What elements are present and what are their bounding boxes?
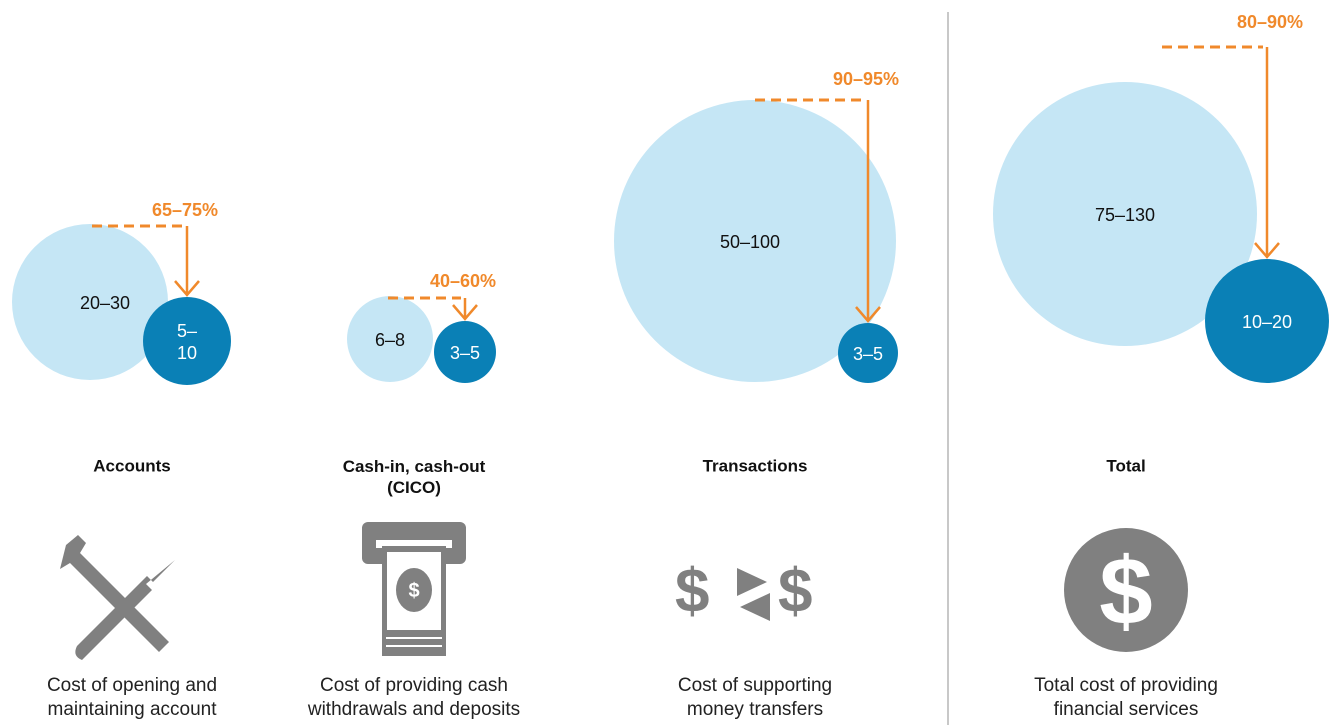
group-description: Cost of supporting money transfers [678, 674, 832, 722]
group-description-line: money transfers [686, 699, 824, 720]
reduction-label: 80–90% [1236, 12, 1304, 32]
tools-icon [60, 535, 183, 666]
after-label: 3–5 [449, 343, 481, 363]
before-label: 50–100 [719, 232, 781, 252]
arrow-head [1254, 242, 1280, 259]
svg-text:$: $ [778, 557, 812, 626]
before-circle [347, 296, 433, 382]
arrow-head [855, 306, 881, 323]
group-title-line: (CICO) [387, 478, 441, 497]
reduction-label: 40–60% [429, 271, 497, 291]
after-label: 10–20 [1241, 312, 1293, 332]
group-title: Transactions [703, 456, 808, 477]
before-label: 6–8 [374, 330, 406, 350]
svg-text:$: $ [408, 580, 419, 602]
group-description-line: Cost of providing cash [319, 675, 508, 696]
group-title: Total [1106, 456, 1145, 477]
arrow-head [452, 304, 478, 321]
group-title-line: Total [1106, 456, 1146, 476]
svg-text:$: $ [1099, 538, 1152, 645]
group-title-line: Transactions [702, 456, 808, 476]
group-description-line: Cost of supporting [677, 675, 833, 696]
arrow-head [174, 280, 200, 297]
transfer-icon: $ $ [675, 557, 812, 626]
group-description-line: financial services [1053, 699, 1199, 720]
cash-icon: $ [362, 522, 466, 656]
group-description-line: maintaining account [47, 699, 217, 720]
group-title: Accounts [93, 456, 170, 477]
before-label: 75–130 [1094, 205, 1156, 225]
after-circle [143, 297, 231, 385]
group-description: Cost of providing cash withdrawals and de… [308, 674, 520, 722]
group-description-line: Total cost of providing [1034, 675, 1218, 696]
group-title-line: Cash-in, cash-out [342, 457, 486, 476]
after-label: 5–10 [176, 321, 198, 363]
coin-icon: $ [1064, 528, 1188, 652]
before-circle [614, 100, 896, 382]
svg-text:$: $ [675, 557, 709, 626]
group-description: Cost of opening and maintaining account [47, 674, 217, 722]
after-circle [838, 323, 898, 383]
after-label: 3–5 [852, 344, 884, 364]
group-description-line: Cost of opening and [46, 675, 218, 696]
group-title-line: Accounts [93, 456, 171, 476]
before-label: 20–30 [79, 293, 131, 313]
before-circle [993, 82, 1257, 346]
after-circle [1205, 259, 1329, 383]
reduction-label: 90–95% [832, 69, 900, 89]
group-description: Total cost of providing financial service… [1034, 674, 1218, 722]
before-circle [12, 224, 168, 380]
after-circle [434, 321, 496, 383]
group-description-line: withdrawals and deposits [307, 699, 521, 720]
reduction-label: 65–75% [151, 200, 219, 220]
group-title: Cash-in, cash-out (CICO) [343, 456, 486, 498]
